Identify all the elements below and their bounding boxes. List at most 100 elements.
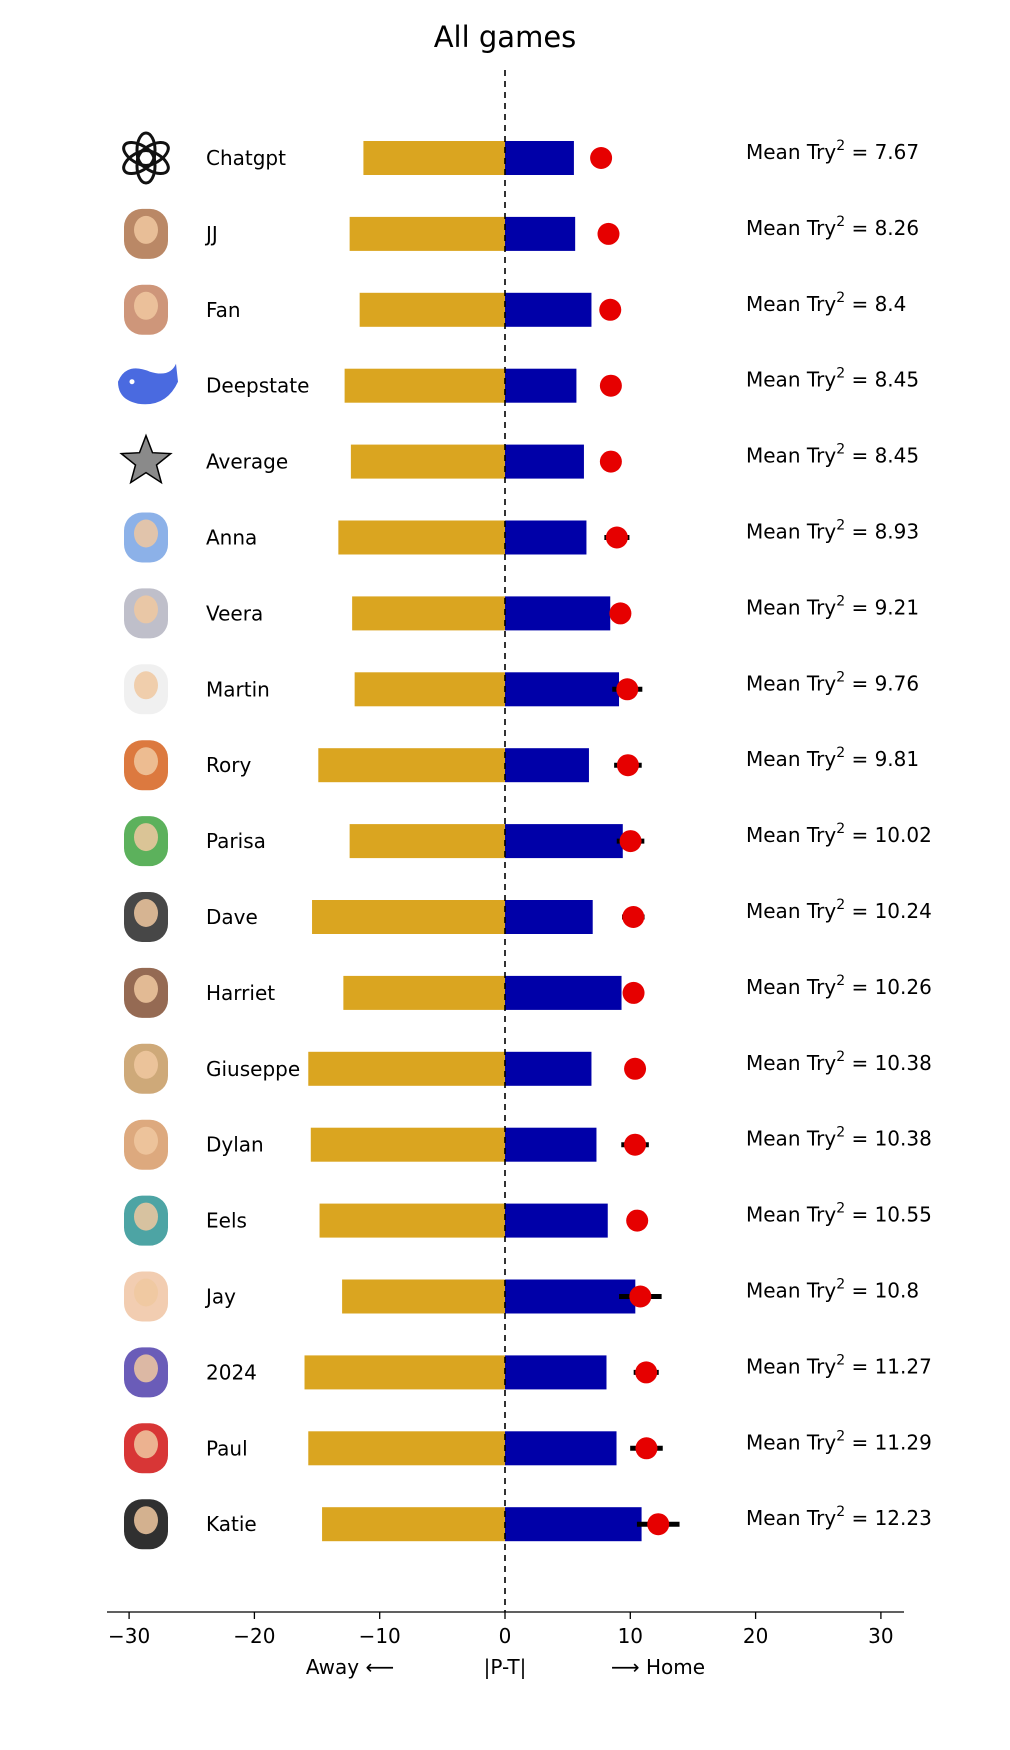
away-bar [349,216,505,251]
xlabel-away: Away ⟵ [306,1655,394,1679]
away-bar [322,1507,505,1542]
player-name: Giuseppe [206,1057,300,1081]
chart-title: All games [434,20,577,54]
player-name: Harriet [206,981,275,1005]
truck-face-icon [124,740,168,791]
away-bar [310,1127,505,1162]
player-name: Paul [206,1436,248,1460]
eel-icon [124,1195,168,1246]
mean-try-label: Mean Try2 = 11.27 [746,1352,932,1378]
mean-try-label: Mean Try2 = 12.23 [746,1504,932,1530]
mean-marker [635,1361,658,1384]
mean-try-label: Mean Try2 = 8.45 [746,442,919,468]
home-bar [505,900,593,934]
x-tick-label: −30 [108,1624,150,1648]
player-name: Veera [206,601,263,625]
away-bar [308,1431,505,1466]
away-bar [344,368,505,403]
home-bar [505,672,620,707]
player-row: Deepstate Mean Try2 = 8.45 [118,363,919,405]
player-row: JJ Mean Try2 = 8.26 [124,208,919,259]
player-row: Eels Mean Try2 = 10.55 [124,1195,932,1246]
home-bar [505,1431,617,1466]
away-bar [363,141,505,175]
home-bar [505,1507,642,1542]
mean-marker [624,1057,647,1080]
mean-marker [622,906,645,928]
pint-glass-icon [124,1499,168,1550]
openai-logo-icon [122,131,170,185]
mean-try-label: Mean Try2 = 9.21 [746,593,919,619]
home-bar [505,975,622,1010]
xlabel-center: |P-T| [484,1655,527,1679]
harriet-face-icon [124,967,168,1018]
mean-try-label: Mean Try2 = 8.26 [746,214,919,240]
away-bar [352,596,505,631]
jj-face-icon [124,208,168,259]
player-row: Anna Mean Try2 = 8.93 [124,512,919,563]
x-tick-label: 10 [618,1624,643,1648]
mean-try-label: Mean Try2 = 11.29 [746,1428,932,1454]
player-name: Fan [206,298,241,322]
microwave-icon [124,892,168,942]
home-bar [505,1127,597,1162]
away-bar [343,975,505,1010]
mean-marker [616,678,639,701]
potato-head-icon [124,1119,168,1170]
home-bar [505,1051,592,1086]
baby-face-icon [124,1271,168,1322]
player-row: Harriet Mean Try2 = 10.26 [124,967,932,1018]
mean-try-label: Mean Try2 = 8.93 [746,518,919,544]
home-bar [505,520,587,555]
player-row: Fan Mean Try2 = 8.4 [124,284,906,335]
mean-marker [629,1285,652,1308]
player-row: Chatgpt Mean Try2 = 7.67 [122,131,919,185]
mean-try-label: Mean Try2 = 8.45 [746,366,919,392]
player-name: Rory [206,753,251,777]
player-name: Katie [206,1512,257,1536]
mean-try-label: Mean Try2 = 10.02 [746,821,932,847]
home-bar [505,141,574,175]
home-bar [505,1355,607,1390]
appliance-face-icon [124,588,168,639]
mean-try-label: Mean Try2 = 7.67 [746,138,919,164]
away-bar [318,748,505,783]
x-tick-label: 20 [743,1624,768,1648]
x-tick-label: 30 [868,1624,893,1648]
away-bar [342,1279,505,1314]
player-row: 2024 Mean Try2 = 11.27 [124,1347,932,1398]
x-tick-label: −10 [359,1624,401,1648]
xlabel-home: ⟶ Home [611,1655,705,1679]
home-bar [505,444,584,479]
away-bar [308,1051,505,1086]
mean-marker [635,1437,658,1460]
whale-icon [118,363,178,405]
mean-marker [619,830,642,853]
player-name: Jay [204,1285,236,1309]
away-bar [319,1203,505,1238]
x-tick-label: −20 [233,1624,275,1648]
mean-try-label: Mean Try2 = 10.38 [746,1049,932,1075]
away-bar [354,672,505,707]
away-bar [312,900,505,934]
player-row: Rory Mean Try2 = 9.81 [124,740,919,791]
player-name: 2024 [206,1360,257,1384]
mean-marker [616,754,639,777]
mean-marker [590,147,613,169]
player-row: Average Mean Try2 = 8.45 [119,433,919,485]
player-row: Veera Mean Try2 = 9.21 [124,588,919,639]
mean-try-label: Mean Try2 = 10.8 [746,1277,919,1303]
player-row: Jay Mean Try2 = 10.8 [124,1271,919,1322]
mean-marker [626,1209,649,1232]
player-name: Eels [206,1209,247,1233]
mean-marker [599,298,622,321]
home-bar [505,292,592,327]
player-row: Parisa Mean Try2 = 10.02 [124,816,932,867]
away-bar [350,444,505,479]
home-bar [505,1203,608,1238]
player-name: Deepstate [206,374,309,398]
player-name: Average [206,450,288,474]
away-bar [338,520,505,555]
star-icon [119,433,173,485]
